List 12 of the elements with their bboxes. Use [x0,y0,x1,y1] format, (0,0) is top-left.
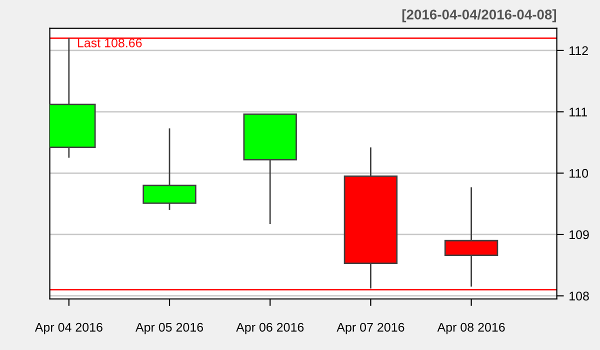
x-tick-label: Apr 04 2016 [34,322,102,334]
y-tick-label: 109 [570,230,589,240]
x-tick-label: Apr 07 2016 [336,322,404,334]
ref-line-label: Last 108.66 [78,38,142,48]
y-tick-label: 112 [570,46,588,55]
x-tick-label: Apr 05 2016 [135,322,204,334]
y-tick-label: 110 [570,168,588,178]
y-tick-label: 108 [570,292,589,300]
x-tick-label: Apr 08 2016 [437,322,505,334]
chart-subtitle: [2016-04-04/2016-04-08] [402,9,556,22]
x-tick-label: Apr 06 2016 [236,322,304,334]
y-tick-label: 111 [570,108,588,116]
